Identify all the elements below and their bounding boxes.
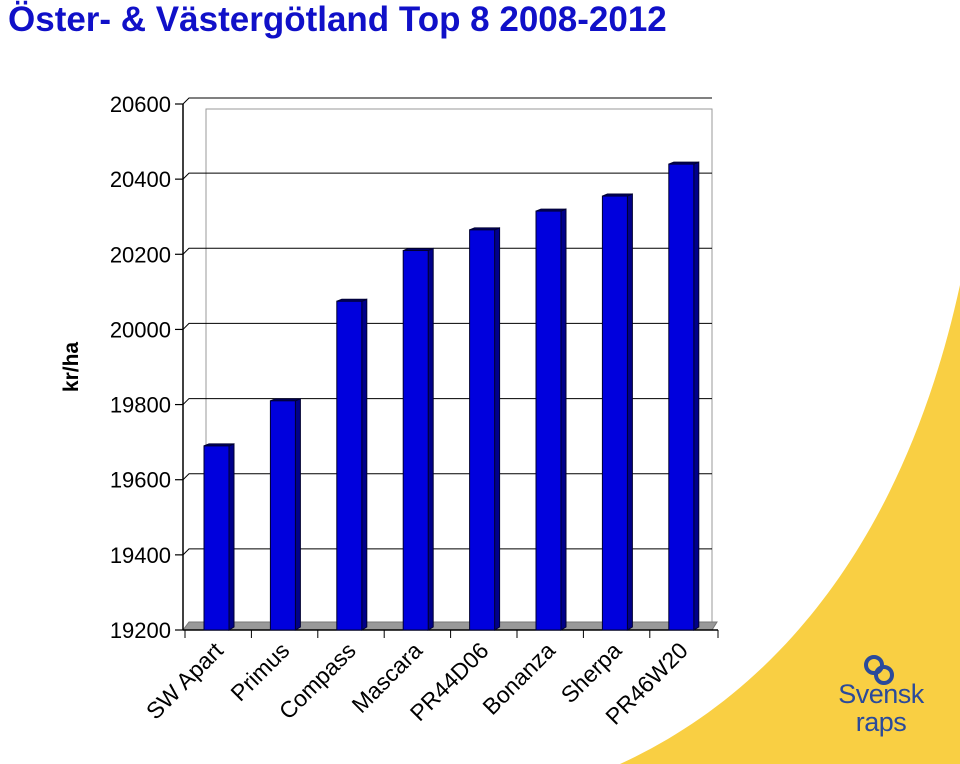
bar-front bbox=[469, 229, 496, 631]
bar-compass bbox=[336, 298, 368, 631]
bar-side bbox=[228, 443, 235, 631]
bar-sw-apart bbox=[203, 443, 235, 631]
bar-pr46w20 bbox=[668, 161, 700, 631]
x-tick-label: Bonanza bbox=[477, 637, 560, 720]
y-tick-label: 19800 bbox=[110, 393, 171, 418]
y-axis-label: kr/ha bbox=[60, 342, 83, 393]
x-tick-label: SW Apart bbox=[141, 637, 229, 725]
y-tick-label: 20400 bbox=[110, 167, 171, 192]
bar-side bbox=[560, 208, 567, 631]
bar-front bbox=[269, 400, 296, 631]
bar-primus bbox=[269, 398, 301, 631]
bar-side bbox=[294, 398, 301, 631]
bar-side bbox=[693, 161, 700, 631]
y-tick-label: 20600 bbox=[110, 92, 171, 117]
bar-front bbox=[402, 250, 429, 631]
y-tick-label: 19600 bbox=[110, 468, 171, 493]
bar-side bbox=[626, 193, 633, 631]
y-tick-label: 19200 bbox=[110, 618, 171, 643]
bar-front bbox=[203, 445, 230, 631]
bar-front bbox=[535, 210, 562, 631]
gridline bbox=[182, 97, 712, 105]
bar-pr44d06 bbox=[469, 227, 501, 631]
bar-front bbox=[336, 300, 363, 631]
bar-sherpa bbox=[601, 193, 633, 631]
gridline bbox=[182, 172, 712, 180]
logo-text-raps: raps bbox=[855, 707, 907, 737]
bar-side bbox=[361, 298, 368, 631]
chart-floor bbox=[182, 621, 718, 631]
bar-side bbox=[494, 227, 501, 631]
y-tick-label: 20000 bbox=[110, 317, 171, 342]
bar-front bbox=[668, 163, 695, 631]
logo-knot-icon bbox=[864, 655, 894, 685]
bar-mascara bbox=[402, 247, 434, 631]
bar-front bbox=[601, 195, 628, 631]
logo-text-svensk: Svensk bbox=[838, 679, 924, 709]
bar-bonanza bbox=[535, 208, 567, 631]
svensk-raps-logo: Svensk raps bbox=[826, 654, 936, 744]
chart-title: Öster- & Västergötland Top 8 2008-2012 bbox=[8, 0, 667, 39]
y-tick-label: 20200 bbox=[110, 242, 171, 267]
y-tick-label: 19400 bbox=[110, 543, 171, 568]
bar-side bbox=[427, 247, 434, 631]
